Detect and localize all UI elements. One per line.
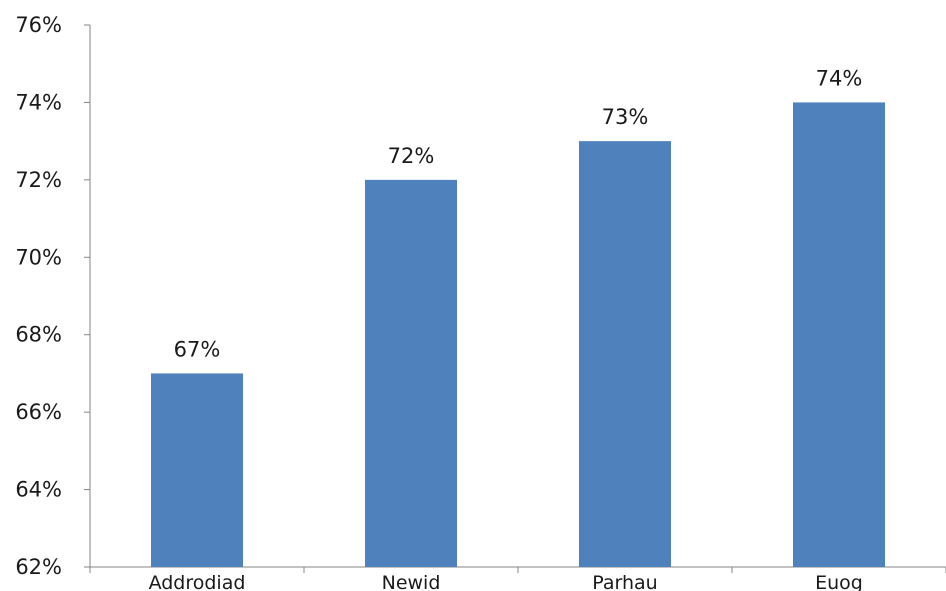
y-tick-label: 62% (15, 555, 62, 579)
bar (579, 141, 671, 567)
bar (151, 373, 243, 567)
x-tick-label: Parhau (592, 572, 657, 591)
y-tick-label: 66% (15, 400, 62, 424)
data-labels: 67% 72% 73% 74% (174, 66, 863, 361)
data-label: 72% (388, 144, 435, 168)
y-tick-label: 64% (15, 478, 62, 502)
x-tick-label: Addrodiad (149, 572, 246, 591)
y-tick-label: 74% (15, 90, 62, 114)
bars (151, 102, 885, 567)
y-tick-label: 76% (15, 13, 62, 37)
y-tick-label: 68% (15, 323, 62, 347)
x-axis-labels: Addrodiad Newid Parhau Euog (149, 572, 863, 591)
bar (365, 179, 457, 567)
data-label: 73% (602, 105, 649, 129)
y-tick-label: 70% (15, 245, 62, 269)
x-tick-label: Euog (815, 572, 863, 591)
data-label: 74% (816, 66, 863, 90)
bar (793, 102, 885, 567)
y-tick-label: 72% (15, 168, 62, 192)
y-axis-ticks: 62% 64% 66% 68% 70% 72% 74% 76% (15, 13, 90, 579)
x-tick-label: Newid (382, 572, 441, 591)
data-label: 67% (174, 337, 221, 361)
